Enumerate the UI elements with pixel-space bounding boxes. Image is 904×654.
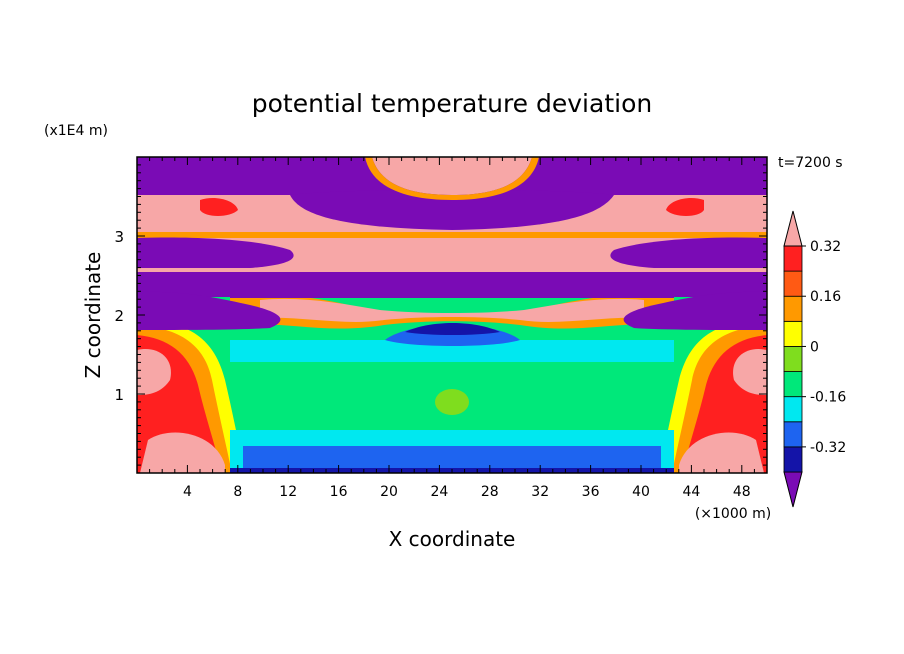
right-purple-finger bbox=[623, 291, 767, 330]
colorbar-label: -0.16 bbox=[810, 390, 846, 406]
colorbar-label: 0 bbox=[810, 339, 819, 355]
time-label: t=7200 s bbox=[778, 155, 843, 171]
x-tick-label: 40 bbox=[632, 484, 650, 500]
mid-navy-lens bbox=[405, 323, 500, 335]
x-tick-label: 44 bbox=[682, 484, 700, 500]
colorbar: -0.32 -0.16 0 0.16 0.32 bbox=[783, 210, 846, 508]
x-tick-label: 8 bbox=[233, 484, 242, 500]
center-warm-blob bbox=[435, 389, 469, 415]
y-tick-label: 3 bbox=[114, 228, 124, 246]
colorbar-swatch bbox=[783, 320, 803, 347]
purple-lens-3-5 bbox=[290, 189, 614, 230]
orange-line-3 bbox=[137, 232, 767, 238]
y-axis: 1 2 3 bbox=[114, 164, 767, 466]
right-warm-core-lower bbox=[679, 432, 764, 473]
colorbar-swatch bbox=[783, 270, 803, 297]
x-tick-label: 20 bbox=[380, 484, 398, 500]
x-tick-label: 28 bbox=[481, 484, 499, 500]
x-unit-label: (×1000 m) bbox=[695, 506, 771, 522]
x-tick-label: 16 bbox=[330, 484, 348, 500]
colorbar-label: -0.32 bbox=[810, 440, 846, 456]
left-purple-finger bbox=[137, 291, 281, 330]
pink-layer-3 bbox=[137, 230, 767, 272]
x-tick-label: 4 bbox=[183, 484, 192, 500]
left-warm-core-lower bbox=[140, 432, 225, 473]
left-warm-core-upper bbox=[137, 349, 171, 395]
y-tick-label: 1 bbox=[114, 386, 124, 404]
right-purple-block-3 bbox=[610, 237, 767, 268]
colorbar-swatch bbox=[783, 245, 803, 272]
y-axis-label: Z coordinate bbox=[81, 252, 105, 379]
colorbar-extend-max bbox=[783, 210, 803, 247]
colorbar-swatch bbox=[783, 396, 803, 423]
contour-field bbox=[137, 157, 767, 473]
red-spot-right bbox=[666, 198, 704, 216]
chart-title: potential temperature deviation bbox=[252, 89, 652, 118]
colorbar-extend-min bbox=[783, 471, 803, 508]
colorbar-swatch bbox=[783, 446, 803, 473]
colorbar-swatch bbox=[783, 371, 803, 398]
red-spot-left bbox=[200, 198, 238, 216]
colorbar-swatch bbox=[783, 346, 803, 372]
y-unit-label: (x1E4 m) bbox=[44, 123, 108, 139]
right-warm-core-upper bbox=[733, 349, 767, 395]
colorbar-label: 0.32 bbox=[810, 239, 841, 255]
y-tick-label: 2 bbox=[114, 307, 124, 325]
pink-layer-2-core bbox=[260, 298, 644, 322]
x-tick-label: 24 bbox=[430, 484, 448, 500]
x-tick-label: 48 bbox=[733, 484, 751, 500]
top-pink-dome bbox=[372, 157, 532, 195]
left-purple-block-3 bbox=[137, 237, 294, 268]
cyan-layer bbox=[230, 340, 674, 362]
x-axis: 4 8 12 16 20 24 28 32 36 40 44 48 bbox=[149, 157, 755, 500]
colorbar-swatch bbox=[783, 295, 803, 322]
purple-layer-2-5 bbox=[230, 270, 674, 298]
x-axis-label: X coordinate bbox=[389, 527, 516, 551]
x-tick-label: 36 bbox=[582, 484, 600, 500]
colorbar-label: 0.16 bbox=[810, 289, 841, 305]
x-tick-label: 12 bbox=[279, 484, 297, 500]
x-tick-label: 32 bbox=[531, 484, 549, 500]
colorbar-swatch bbox=[783, 421, 803, 448]
